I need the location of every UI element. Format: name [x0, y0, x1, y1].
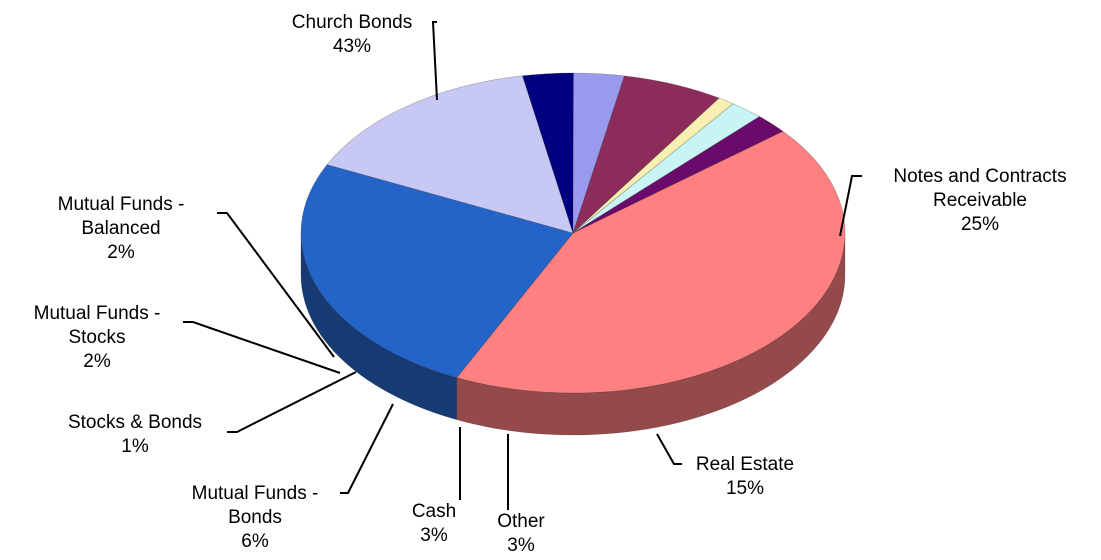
label-mutual-funds-bonds: Mutual Funds - Bonds 6% [192, 483, 319, 552]
slice-label: Balanced [81, 218, 160, 239]
slice-label: Other [497, 511, 545, 532]
label-mutual-funds-stocks: Mutual Funds - Stocks 2% [34, 303, 161, 372]
slice-percent: 25% [961, 214, 999, 235]
label-stocks-and-bonds: Stocks & Bonds 1% [68, 412, 202, 457]
leader-line-stocks-and-bonds [227, 371, 357, 433]
slice-label: Mutual Funds - [58, 194, 185, 215]
slice-label: Church Bonds [292, 12, 412, 33]
slice-percent: 15% [726, 478, 764, 499]
slice-label: Notes and Contracts [893, 166, 1066, 187]
leader-line-mutual-funds-balanced [217, 212, 335, 358]
slice-church-bonds [456, 130, 846, 394]
slice-percent: 1% [121, 436, 149, 457]
slice-label: Real Estate [696, 454, 794, 475]
slice-label: Stocks & Bonds [68, 412, 202, 433]
label-other: Other 3% [497, 511, 545, 556]
label-mutual-funds-balanced: Mutual Funds - Balanced 2% [58, 194, 185, 263]
label-cash: Cash 3% [412, 501, 456, 546]
label-notes-and-contracts-receivable: Notes and Contracts Receivable 25% [893, 166, 1066, 235]
leader-line-church-bonds [431, 21, 438, 101]
slice-mutual-funds-balanced [572, 116, 784, 234]
leader-lines [183, 21, 862, 510]
slice-label: Cash [412, 501, 456, 522]
slice-mutual-funds-stocks [572, 103, 761, 234]
leader-line-mutual-funds-stocks [183, 321, 341, 374]
leader-line-mutual-funds-bonds [340, 403, 394, 494]
slice-percent: 3% [507, 535, 535, 556]
slice-other [522, 72, 574, 234]
slice-label: Mutual Funds - [34, 303, 161, 324]
label-church-bonds: Church Bonds 43% [292, 12, 412, 57]
slice-percent: 2% [83, 351, 111, 372]
pie-slices [300, 72, 846, 394]
slice-label: Receivable [933, 190, 1027, 211]
slice-stocks-and-bonds [572, 97, 734, 234]
slice-label: Stocks [68, 327, 125, 348]
slice-percent: 2% [107, 242, 135, 263]
slice-mutual-funds-bonds [572, 75, 720, 235]
slice-cash [572, 72, 625, 234]
slice-label: Mutual Funds - [192, 483, 319, 504]
slice-notes-and-contracts-receivable [300, 164, 574, 378]
slice-labels: Church Bonds 43% Notes and Contracts Receiv… [34, 12, 1067, 556]
leader-line-notes-and-contracts-receivable [839, 175, 862, 237]
slice-real-estate [326, 75, 574, 234]
slice-label: Bonds [228, 507, 282, 528]
label-real-estate: Real Estate 15% [696, 454, 794, 499]
slice-percent: 3% [420, 525, 448, 546]
leader-line-real-estate [656, 433, 682, 465]
slice-percent: 43% [333, 36, 371, 57]
slice-percent: 6% [241, 531, 269, 552]
